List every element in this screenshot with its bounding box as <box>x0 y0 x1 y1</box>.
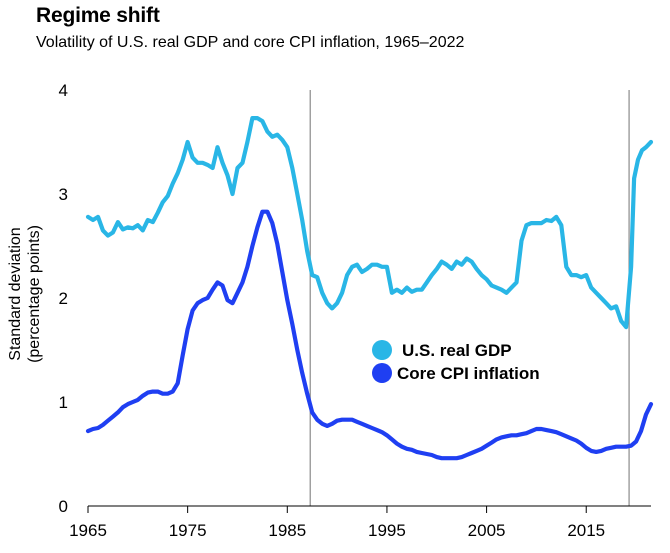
y-tick-label: 1 <box>59 393 68 412</box>
x-tick-label: 1995 <box>368 521 406 540</box>
series-line-u-s-real-gdp <box>85 116 654 330</box>
chart-title: Regime shift <box>36 4 160 27</box>
x-tick-label: 1965 <box>69 521 107 540</box>
y-tick-label: 2 <box>59 289 68 308</box>
legend-label: Core CPI inflation <box>397 364 540 383</box>
x-tick-label: 2015 <box>567 521 605 540</box>
x-tick-label: 1985 <box>268 521 306 540</box>
series-lines <box>85 116 654 461</box>
y-tick-label: 0 <box>59 497 68 516</box>
y-tick-label: 3 <box>59 185 68 204</box>
y-axis-title-line: (percentage points) <box>26 225 43 363</box>
legend: U.S. real GDP Core CPI inflation <box>372 340 540 383</box>
y-axis-title: Standard deviation (percentage points) <box>7 225 43 363</box>
chart-subtitle: Volatility of U.S. real GDP and core CPI… <box>36 34 465 51</box>
y-axis-title-line: Standard deviation <box>7 227 24 360</box>
series-line-core-cpi-inflation <box>85 209 654 461</box>
legend-marker <box>372 363 392 383</box>
y-axis-ticks: 0 1 2 3 4 <box>59 81 68 516</box>
y-tick-label: 4 <box>59 81 68 100</box>
legend-label: U.S. real GDP <box>402 341 512 360</box>
x-axis-ticks: 1965 1975 1985 1995 2005 2015 <box>69 505 651 540</box>
y-axis-label: Standard deviation (percentage points) <box>7 225 43 363</box>
x-tick-label: 2005 <box>468 521 506 540</box>
x-tick-label: 1975 <box>169 521 207 540</box>
legend-marker <box>372 340 392 360</box>
